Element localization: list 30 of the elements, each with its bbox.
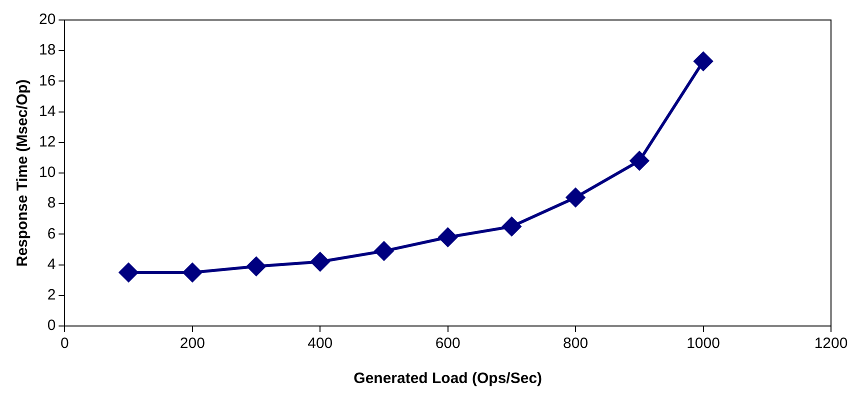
point [310, 252, 330, 272]
point [630, 151, 649, 170]
point [182, 262, 202, 282]
point [694, 52, 713, 71]
x-tick-label: 200 [180, 335, 205, 352]
y-tick-label: 16 [38, 72, 56, 90]
y-tick-label: 12 [38, 134, 56, 151]
y-tick-label: 8 [47, 194, 56, 212]
point [119, 262, 138, 282]
y-tick-label: 10 [38, 164, 56, 182]
y-tick-label: 2 [47, 286, 56, 304]
y-tick-label: 14 [38, 102, 56, 120]
x-tick-label: 800 [563, 335, 588, 352]
point [566, 188, 586, 207]
point [502, 217, 522, 236]
x-axis-title: Generated Load (Ops/Sec) [354, 370, 542, 388]
point [438, 228, 458, 247]
point [246, 256, 266, 276]
x-tick-label: 600 [435, 335, 460, 352]
y-tick-label: 20 [38, 11, 56, 28]
x-tick-label: 1200 [814, 335, 848, 352]
y-tick-label: 0 [47, 317, 56, 334]
x-tick-label: 400 [308, 335, 333, 352]
y-tick-label: 4 [47, 256, 56, 273]
point [374, 242, 394, 261]
y-tick-label: 18 [38, 42, 56, 59]
y-tick-label: 6 [47, 225, 56, 242]
x-tick-label: 0 [60, 335, 69, 352]
x-tick-label: 1000 [686, 335, 720, 352]
y-axis-title: Response Time (Msec/Op) [14, 79, 32, 267]
